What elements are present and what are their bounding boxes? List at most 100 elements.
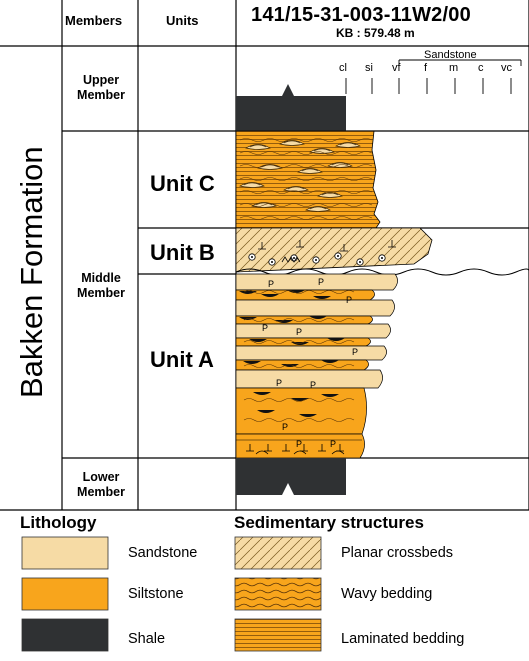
unit-a-beds: P PPP PPP PPP P <box>235 273 398 459</box>
well-id: 141/15-31-003-11W2/00 <box>251 4 471 26</box>
wavy-lamina <box>239 164 373 168</box>
grain-size-scale <box>345 59 522 94</box>
bioturbation-symbol <box>318 444 326 452</box>
kb-elevation: KB : 579.48 m <box>336 26 415 40</box>
wavy-lamina <box>239 138 373 142</box>
lens-lamina <box>255 202 273 206</box>
pyrite-symbol: P <box>296 439 302 449</box>
wavy-lamina <box>243 340 355 344</box>
sand-lens <box>279 140 305 146</box>
unit-a-bed <box>235 345 387 361</box>
sand-lens <box>327 162 353 168</box>
wavy-lamina <box>243 398 355 402</box>
mud-drape <box>299 414 317 417</box>
lithology-legend-title: Lithology <box>20 513 97 532</box>
sand-lens <box>309 148 335 154</box>
grain-tick-vf: vf <box>392 62 401 74</box>
pyrite-symbol: P <box>330 439 336 449</box>
legend-shale-swatch <box>21 618 109 652</box>
member-middle-line2: Member <box>77 286 125 300</box>
lower-shale-bed <box>236 458 346 495</box>
legend-wavy-swatch <box>234 577 322 611</box>
unit-c-label: Unit C <box>150 171 215 196</box>
pyrite-symbol: P <box>262 323 268 333</box>
mud-drape <box>321 360 339 363</box>
pyrite-symbol: P <box>310 380 316 390</box>
shell-symbol <box>255 450 269 455</box>
mud-drape <box>257 410 275 413</box>
sand-lens <box>335 142 361 148</box>
concretion-core <box>251 256 253 258</box>
concretion-core <box>359 261 361 263</box>
bioturbation-symbol <box>282 444 290 452</box>
legend-laminated-swatch <box>234 618 322 652</box>
wavy-lamina <box>239 177 373 181</box>
concretion-core <box>337 255 339 257</box>
grain-tick-vc: vc <box>501 62 512 74</box>
sand-lens <box>317 192 343 198</box>
formation-title: Bakken Formation <box>14 146 49 398</box>
unit-a-bed <box>235 299 395 317</box>
sand-lens <box>283 186 309 192</box>
mud-drape <box>249 339 267 342</box>
mud-drape <box>291 398 309 401</box>
legend-sandstone-label: Sandstone <box>128 545 198 561</box>
unit-c-structures <box>239 138 373 220</box>
bioturbation-symbol <box>340 244 348 252</box>
legend-laminated-label: Laminated bedding <box>341 631 465 647</box>
shell-symbol <box>331 450 345 455</box>
grain-tick-si: si <box>365 62 373 74</box>
unit-a-bed <box>235 369 383 389</box>
legend-wavy-label: Wavy bedding <box>341 586 433 602</box>
grain-tick-c: c <box>478 62 484 74</box>
mud-drape <box>239 291 257 294</box>
legend-swatches <box>21 536 322 652</box>
pyrite-symbol: P <box>268 279 274 289</box>
bioturbation-symbol <box>258 242 266 250</box>
lens-lamina <box>339 142 357 146</box>
lens-lamina <box>301 168 319 172</box>
lens-lamina <box>331 162 349 166</box>
mud-drape <box>309 316 327 319</box>
concretion-core <box>315 259 317 261</box>
member-upper-line2: Member <box>77 88 125 102</box>
unit-a-bed <box>235 323 391 339</box>
pyrite-symbol: P <box>318 277 324 287</box>
wavy-lamina <box>239 151 373 155</box>
wavy-lamina <box>239 203 373 207</box>
lens-lamina <box>321 192 339 196</box>
pyrite-symbol: P <box>296 327 302 337</box>
member-lower-line1: Lower <box>82 470 120 484</box>
unit-a-bed <box>235 387 367 435</box>
legend-crossbed-label: Planar crossbeds <box>341 545 454 561</box>
mud-drape <box>327 338 345 341</box>
concretion-core <box>271 261 273 263</box>
wavy-lamina <box>243 290 355 294</box>
lens-lamina <box>243 182 261 186</box>
mud-drape <box>313 296 331 299</box>
pyrite-symbol: P <box>352 347 358 357</box>
upper-shale-bed <box>236 84 346 131</box>
concretion-core <box>293 257 295 259</box>
grain-tick-f: f <box>424 62 428 74</box>
bioturbation-symbol <box>296 240 304 248</box>
unit-a-bed <box>235 273 398 291</box>
legend-crossbed-swatch <box>234 536 322 570</box>
lens-lamina <box>283 140 301 144</box>
unit-b-label: Unit B <box>150 240 215 265</box>
sand-lens <box>245 144 271 150</box>
pyrite-symbol: P <box>282 422 288 432</box>
sand-lens <box>239 182 265 188</box>
members-header: Members <box>65 13 123 28</box>
mud-drape <box>321 394 339 397</box>
grain-tick-m: m <box>449 62 459 74</box>
unit-b-sandstone-bed <box>235 227 433 273</box>
bioturbation-symbol <box>264 444 272 452</box>
lens-lamina <box>287 186 305 190</box>
legend-siltstone-swatch <box>21 577 109 611</box>
wavy-lamina <box>239 216 373 220</box>
grain-tick-cl: cl <box>339 62 347 74</box>
mud-drape <box>253 392 271 395</box>
